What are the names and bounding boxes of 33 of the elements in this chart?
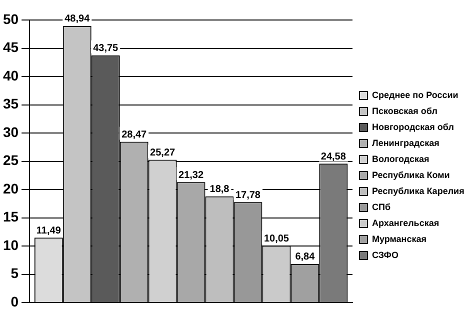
y-tick-label: 45 [2, 39, 19, 56]
data-label: 28,47 [122, 129, 148, 140]
y-tick-label: 5 [10, 265, 19, 282]
y-tick-label: 35 [2, 96, 19, 112]
y-tick-label: 40 [2, 67, 19, 84]
y-tick-label: 0 [10, 293, 19, 310]
legend-label: Среднее по России [372, 90, 458, 100]
legend-label: Мурманская [372, 234, 427, 244]
data-label: 24,58 [320, 151, 346, 162]
y-tick-label: 10 [2, 236, 19, 253]
data-label: 48,94 [64, 14, 90, 25]
legend-label: Псковская обл [372, 106, 438, 116]
data-label: 18,8 [210, 184, 230, 196]
legend-label: Архангельская [372, 218, 440, 228]
data-label: 21,32 [178, 170, 204, 181]
legend-label: Республика Карелия [372, 186, 464, 196]
legend-label: СПб [372, 202, 391, 212]
legend-label: Вологодская [372, 154, 430, 164]
y-tick-label: 15 [2, 208, 19, 225]
y-tick-label: 25 [2, 152, 19, 168]
legend-label: Ленинградская [372, 138, 440, 148]
y-tick-label: 50 [2, 10, 19, 27]
data-label: 43,75 [93, 43, 119, 54]
data-label: 10,05 [264, 234, 290, 245]
data-label: 25,27 [150, 148, 176, 159]
y-tick-label: 20 [2, 180, 19, 196]
legend-label: Республика Коми [372, 170, 450, 180]
data-label: 11,49 [36, 225, 62, 236]
legend-label: СЗФО [372, 250, 398, 260]
data-label: 6,84 [295, 252, 316, 263]
y-tick-label: 30 [2, 124, 19, 140]
legend-label: Новгородская обл [372, 122, 454, 132]
data-label: 17,78 [235, 190, 261, 201]
